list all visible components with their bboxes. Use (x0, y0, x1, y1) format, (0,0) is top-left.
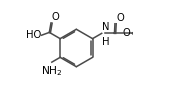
Text: N: N (102, 22, 110, 32)
Text: O: O (52, 12, 59, 22)
Text: H: H (102, 37, 110, 47)
Text: O: O (116, 13, 124, 23)
Text: O: O (123, 28, 131, 38)
Text: NH$_2$: NH$_2$ (41, 64, 63, 78)
Text: HO: HO (26, 30, 41, 40)
